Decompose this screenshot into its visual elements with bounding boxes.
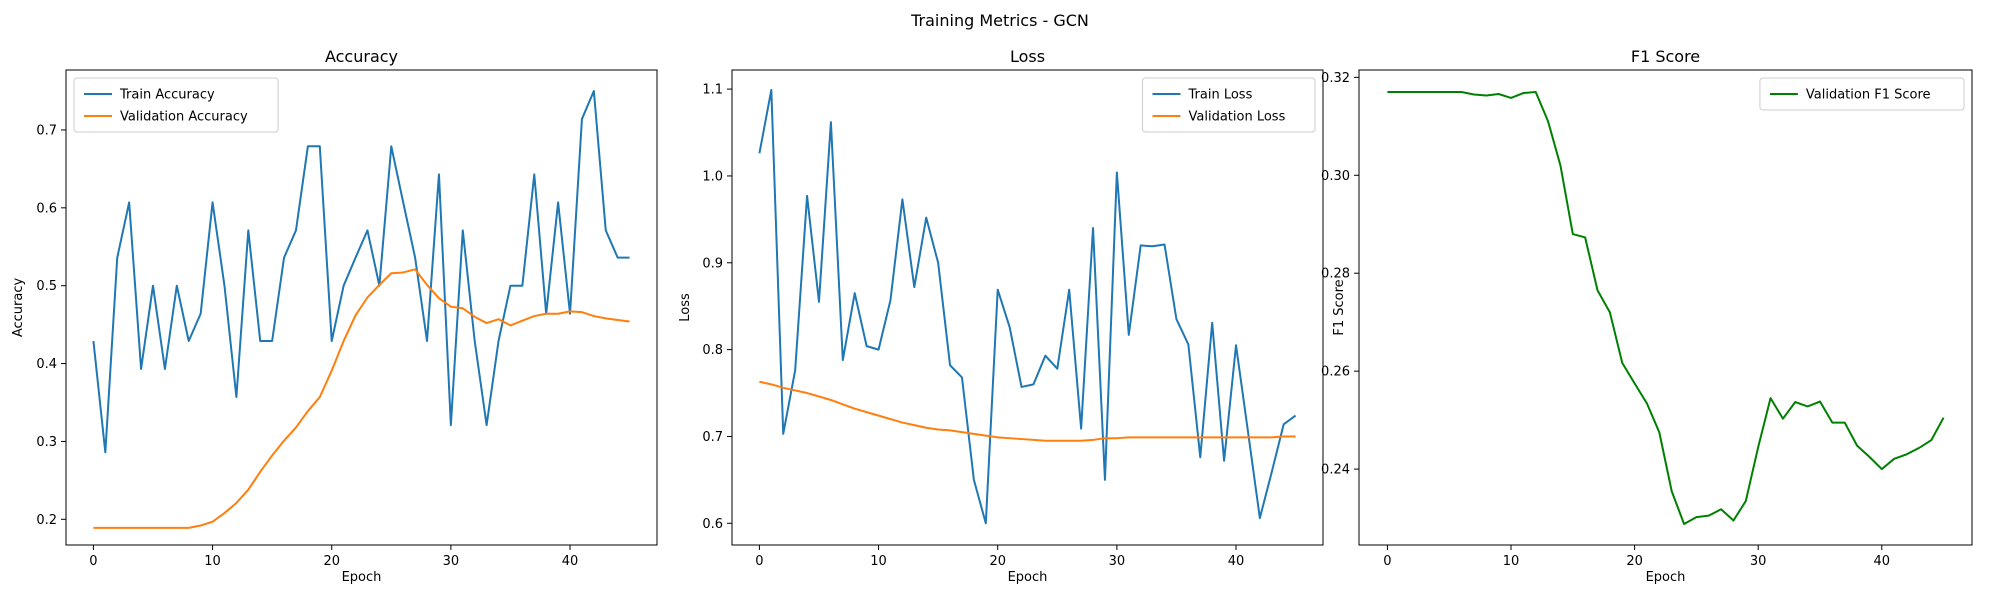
accuracy-ytick-label: 0.5 — [36, 279, 57, 294]
f1-title: F1 Score — [1631, 47, 1700, 66]
accuracy-axes-frame — [65, 69, 658, 546]
accuracy-xtick-label: 40 — [562, 554, 579, 569]
f1-ytick-label: 0.32 — [1321, 71, 1350, 86]
loss-series-validation-loss-line — [759, 380, 1296, 442]
accuracy-subplot: Accuracy 0 10 20 30 40 0.2 0.3 0.4 0.5 0.6 0.7 Epoch… — [11, 47, 658, 585]
accuracy-xtick-label: 10 — [204, 554, 221, 569]
accuracy-legend-label: Validation Accuracy — [120, 110, 248, 125]
f1-xtick-label: 10 — [1503, 554, 1520, 569]
loss-series-train-loss-line — [758, 88, 1297, 525]
accuracy-ytick-label: 0.2 — [36, 513, 57, 528]
loss-xtick-label: 10 — [870, 554, 887, 569]
loss-ytick-label: 1.1 — [702, 83, 723, 98]
accuracy-ylabel: Accuracy — [11, 278, 26, 338]
loss-xtick-label: 40 — [1228, 554, 1245, 569]
accuracy-xtick-label: 30 — [443, 554, 460, 569]
accuracy-ytick-label: 0.4 — [36, 357, 57, 372]
accuracy-series-validation-accuracy-line — [93, 268, 630, 529]
f1-ytick-label: 0.30 — [1321, 169, 1350, 184]
f1-series-validation-f1-score-line — [1387, 91, 1945, 525]
f1-ytick-label: 0.26 — [1321, 365, 1350, 380]
f1-xlabel: Epoch — [1646, 570, 1686, 585]
f1-legend-label: Validation F1 Score — [1806, 88, 1931, 103]
f1-subplot: F1 Score 0 10 20 30 40 0.24 0.26 0.28 0.30 0.32 Epo… — [1321, 47, 1973, 585]
loss-xtick-label: 0 — [755, 554, 763, 569]
loss-xtick-label: 30 — [1109, 554, 1126, 569]
loss-title: Loss — [1010, 47, 1045, 66]
f1-ytick-label: 0.28 — [1321, 267, 1350, 282]
f1-ylabel: F1 Score — [1332, 279, 1347, 335]
accuracy-xlabel: Epoch — [342, 570, 382, 585]
accuracy-ytick-label: 0.7 — [36, 123, 57, 138]
f1-xtick-label: 0 — [1383, 554, 1391, 569]
loss-legend-label: Validation Loss — [1189, 110, 1286, 125]
f1-legend-box — [1759, 77, 1965, 111]
accuracy-ytick-label: 0.3 — [36, 435, 57, 450]
f1-xtick-label: 20 — [1626, 554, 1643, 569]
f1-axes-frame — [1358, 69, 1973, 546]
f1-ytick-label: 0.24 — [1321, 463, 1350, 478]
accuracy-title: Accuracy — [325, 47, 398, 66]
loss-legend-label: Train Loss — [1188, 88, 1253, 103]
loss-ytick-label: 0.8 — [702, 343, 723, 358]
accuracy-series-train-accuracy-line — [92, 90, 630, 454]
f1-xtick-label: 30 — [1750, 554, 1767, 569]
f1-xtick-label: 40 — [1874, 554, 1891, 569]
loss-legend-box — [1142, 77, 1316, 133]
loss-ytick-label: 0.7 — [702, 430, 723, 445]
accuracy-xtick-label: 0 — [89, 554, 97, 569]
loss-legend: Train Loss Validation Loss — [1142, 77, 1316, 133]
accuracy-xtick-label: 20 — [323, 554, 340, 569]
loss-ylabel: Loss — [678, 293, 693, 322]
accuracy-legend-label: Train Accuracy — [119, 88, 215, 103]
subplot-panels: Accuracy 0 10 20 30 40 0.2 0.3 0.4 0.5 0.6 0.7 Epoch… — [11, 47, 1973, 585]
loss-ytick-label: 0.6 — [702, 517, 723, 532]
accuracy-legend-box — [73, 77, 279, 133]
figure-suptitle: Training Metrics - GCN — [910, 11, 1089, 30]
loss-xlabel: Epoch — [1008, 570, 1048, 585]
loss-xtick-label: 20 — [989, 554, 1006, 569]
loss-ytick-label: 0.9 — [702, 256, 723, 271]
loss-subplot: Loss 0 10 20 30 40 0.6 0.7 0.8 0.9 1.0 1.1 Epoch Loss… — [678, 47, 1324, 585]
loss-ytick-label: 1.0 — [702, 169, 723, 184]
loss-axes-frame — [731, 69, 1324, 546]
f1-legend: Validation F1 Score — [1759, 77, 1965, 111]
accuracy-legend: Train Accuracy Validation Accuracy — [73, 77, 279, 133]
accuracy-ytick-label: 0.6 — [36, 201, 57, 216]
